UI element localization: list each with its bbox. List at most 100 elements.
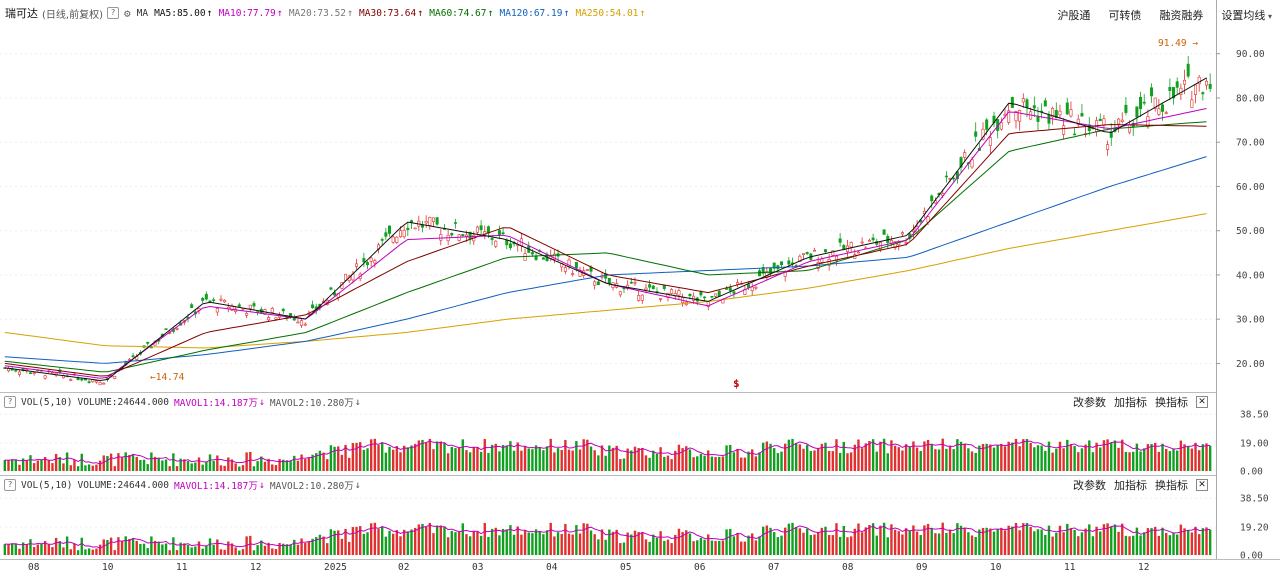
volume-bar <box>230 543 234 555</box>
volume-bar <box>208 538 212 555</box>
volume-bar <box>476 531 479 555</box>
volume-bar <box>252 550 256 555</box>
volume-bar <box>43 457 47 471</box>
ma-line-ma120 <box>4 156 1207 364</box>
set-ma-dropdown[interactable]: 设置均线 <box>1221 7 1272 23</box>
add-indicator-button[interactable]: 加指标 <box>1114 479 1147 492</box>
volume-bar <box>1040 529 1043 555</box>
candle-body <box>212 299 216 302</box>
volume-bar <box>820 443 824 471</box>
volume-bar <box>868 440 871 471</box>
help-icon[interactable]: ? <box>4 479 16 491</box>
candle-body <box>14 369 18 372</box>
price-tick-label: 30.00 <box>1236 315 1265 326</box>
volume-bar <box>25 544 29 555</box>
candle-body <box>146 341 150 344</box>
volume-bar <box>805 528 809 555</box>
volume-bar <box>91 549 94 555</box>
volume-bar <box>578 449 582 471</box>
add-indicator-button[interactable]: 加指标 <box>1114 396 1147 409</box>
x-tick-label: 03 <box>472 562 484 573</box>
mavol1-value: MAVOL1:14.187万 <box>174 398 258 409</box>
switch-indicator-button[interactable]: 换指标 <box>1155 479 1188 492</box>
volume-bar <box>1190 532 1194 555</box>
volume-bar <box>560 450 563 471</box>
volume-bar <box>736 448 739 471</box>
volume-bar <box>271 464 274 471</box>
x-tick-label: 04 <box>546 562 558 573</box>
candle-body <box>76 378 80 381</box>
edit-params-button[interactable]: 改参数 <box>1073 396 1106 409</box>
volume-bar <box>981 443 985 471</box>
volume-bar <box>197 541 201 555</box>
candle-body <box>102 382 106 385</box>
volume-bar <box>483 523 486 555</box>
candle-body <box>871 237 875 241</box>
x-tick-label: 12 <box>1138 562 1150 573</box>
volume-bar <box>729 528 732 555</box>
volume-bar <box>934 533 937 555</box>
volume-bar <box>472 446 475 471</box>
volume-bar <box>1110 526 1113 555</box>
volume-bar <box>945 532 948 555</box>
volume-bar <box>838 536 842 555</box>
volume-bar <box>62 547 65 555</box>
volume-bar <box>1183 528 1186 555</box>
candle-body <box>362 258 366 263</box>
volume-bar <box>743 457 747 471</box>
x-tick-label: 11 <box>176 562 188 573</box>
edit-params-button[interactable]: 改参数 <box>1073 479 1106 492</box>
switch-indicator-button[interactable]: 换指标 <box>1155 396 1188 409</box>
volume-bar <box>776 537 780 555</box>
candle-body <box>618 291 622 296</box>
volume-bar <box>293 455 296 471</box>
volume-bar <box>413 527 417 555</box>
volume-bar <box>992 447 996 471</box>
x-tick-label: 10 <box>102 562 114 573</box>
volume-bar <box>1084 528 1087 555</box>
volume-bar <box>1135 443 1139 471</box>
x-tick-label: 10 <box>990 562 1002 573</box>
volume-tick-label: 19.20 <box>1240 522 1269 533</box>
volume-bar <box>783 443 787 471</box>
volume-bar <box>47 544 50 555</box>
help-icon[interactable]: ? <box>106 7 119 19</box>
volume-bar <box>978 445 981 471</box>
volume-bar <box>1018 530 1021 555</box>
volume-bar <box>190 463 193 471</box>
volume-bar <box>1018 446 1021 471</box>
volume-bar <box>1099 531 1102 555</box>
candle-body <box>728 287 732 291</box>
candle-body <box>248 304 252 309</box>
volume-bar <box>501 528 505 555</box>
volume-bar <box>824 526 827 555</box>
candle-body <box>1007 110 1011 123</box>
volume-bar <box>87 548 91 555</box>
volume-bar <box>300 538 303 555</box>
close-icon[interactable]: ✕ <box>1196 479 1208 491</box>
volume-bar <box>575 441 578 471</box>
gear-icon[interactable]: ⚙ <box>123 6 131 20</box>
volume-bar <box>721 456 725 471</box>
period-label: (日线,前复权) <box>42 9 103 21</box>
volume-bar <box>641 448 644 471</box>
margin-trading-button[interactable]: 融资融券 <box>1159 9 1204 22</box>
candle-body <box>431 217 435 223</box>
convertible-bond-button[interactable]: 可转债 <box>1108 9 1142 22</box>
ma-legend-item: MA60:74.67 <box>429 7 487 19</box>
close-icon[interactable]: ✕ <box>1196 396 1208 408</box>
volume-bar <box>882 522 886 555</box>
candle-body <box>750 286 754 291</box>
volume-bar <box>69 465 72 471</box>
candle-body <box>831 250 835 256</box>
volume-bar <box>864 527 867 555</box>
candle-body <box>988 137 992 147</box>
help-icon[interactable]: ? <box>4 396 16 408</box>
candle-body <box>1194 84 1198 95</box>
volume-bar <box>1000 527 1003 555</box>
volume-bar <box>157 457 160 471</box>
hk-connect-button[interactable]: 沪股通 <box>1057 9 1091 22</box>
ma-line-ma250 <box>4 213 1207 349</box>
candle-body <box>1124 104 1128 113</box>
